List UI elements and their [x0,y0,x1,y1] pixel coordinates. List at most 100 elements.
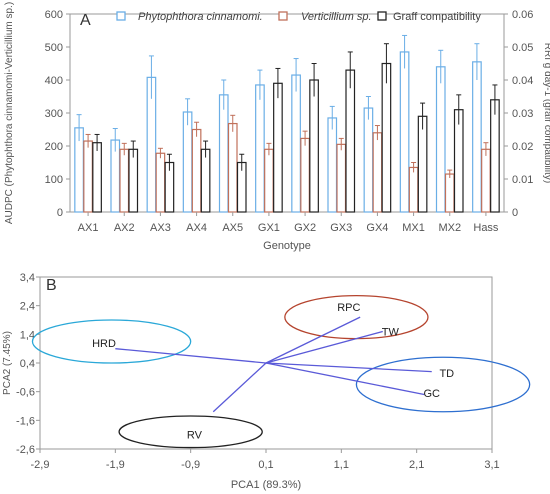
left-tick-label: 100 [45,174,63,186]
bar [399,51,410,213]
panel-a-bars [74,34,500,213]
group-ellipse [355,356,531,413]
x-tick-label: AX2 [114,222,135,234]
left-tick-label: 0 [57,207,63,219]
bar [191,128,202,213]
y-tick-label: -2,6 [16,444,35,456]
bar [255,84,265,213]
x-tick-label: Hass [473,222,499,234]
loading-vector [212,362,267,413]
right-tick-label: 0.05 [512,42,533,54]
y-tick-label: -0,6 [16,387,35,399]
x-tick-label: GX3 [330,222,352,234]
x-tick-label: GX1 [258,222,280,234]
legend-swatch-phytophthora [116,11,126,21]
panel-b-labels: RPC TW TD GC HRD RV [92,302,454,442]
bar [472,61,482,213]
bar [200,148,211,213]
bar [435,66,446,213]
x-tick-label: 2,1 [409,459,424,471]
bar [92,142,102,213]
loading-vector [265,362,425,396]
bar [218,94,229,213]
bar [381,62,392,213]
legend-label-phytophthora: Phytophthora cinnamomi. [138,11,263,23]
bar [227,122,238,213]
panel-a-legend: Phytophthora cinnamomi. Verticillium sp.… [116,11,481,23]
bar [345,69,356,213]
panel-a-right-axis-title: RRI g day-1 (graff compatibility) [542,43,550,183]
bar [128,148,139,213]
x-tick-label: GX2 [294,222,316,234]
x-tick-label: AX3 [150,222,171,234]
panel-a-right-axis: 0 0.01 0.02 0.03 0.04 0.05 0.06 [504,9,533,219]
bar [300,137,310,213]
group-ellipse [118,415,263,449]
bar [444,173,455,213]
bar [481,148,491,213]
panel-a-x-axis-title: Genotype [263,240,311,252]
right-tick-label: 0.02 [512,141,533,153]
variable-label: TW [382,326,400,338]
right-tick-label: 0.06 [512,9,533,21]
bar [363,107,374,213]
group-ellipse [31,319,192,364]
y-tick-label: 2,4 [20,301,35,313]
panel-b: B 3,4 2,4 1,4 0,4 -0,6 -1,6 -2,6 -2,9 -1,9 -0,9 0… [2,272,531,491]
bar [155,152,166,213]
x-tick-label: -0,9 [181,459,200,471]
x-tick-label: AX5 [222,222,243,234]
loading-vector [115,348,267,364]
panel-a-left-axis-title: AUDPC (Phytophthora cinnamomi-Verticilli… [4,2,15,224]
bar [309,79,319,213]
panel-a-label: A [80,12,91,29]
variable-label: HRD [92,338,116,350]
bar [408,166,419,213]
x-tick-label: -1,9 [106,459,125,471]
loading-vector [265,362,432,373]
bar [119,148,130,213]
variable-label: TD [439,368,454,380]
right-tick-label: 0 [512,207,518,219]
y-tick-label: 3,4 [20,272,35,284]
y-tick-label: 0,4 [20,358,35,370]
bar [372,132,383,213]
bar [264,148,274,213]
panel-b-y-axis-title: PCA2 (7.45%) [2,331,13,395]
left-tick-label: 200 [45,141,63,153]
x-tick-label: 0,1 [258,459,273,471]
right-tick-label: 0.01 [512,174,533,186]
panel-b-groups [31,294,531,449]
panel-b-x-axis: -2,9 -1,9 -0,9 0,1 1,1 2,1 3,1 [31,449,500,471]
right-tick-label: 0.03 [512,108,533,120]
x-tick-label: 3,1 [484,459,499,471]
legend-swatch-graff [377,11,387,21]
bar [453,109,464,213]
bar [327,117,338,213]
legend-swatch-verticillium [278,11,288,21]
loading-vector [265,316,361,364]
panel-b-vectors [115,316,432,413]
panel-a-x-axis: AX1 AX2 AX3 AX4 AX5 GX1 GX2 GX3 GX4 MX1 MX2 Hass [78,212,499,234]
panel-a-left-axis: 0 100 200 300 400 500 600 [45,9,70,219]
left-tick-label: 300 [45,108,63,120]
bar [490,99,500,213]
left-tick-label: 400 [45,75,63,87]
bar [83,140,93,213]
bar [291,74,301,213]
bar [273,82,283,213]
y-tick-label: -1,6 [16,415,35,427]
legend-label-verticillium: Verticillium sp. [301,11,372,23]
panel-b-label: B [46,277,57,294]
x-tick-label: MX2 [438,222,461,234]
x-tick-label: 1,1 [334,459,349,471]
left-tick-label: 500 [45,42,63,54]
variable-label: GC [423,388,440,400]
x-tick-label: GX4 [366,222,388,234]
variable-label: RV [187,430,203,442]
bar [336,143,347,213]
panel-b-y-axis: 3,4 2,4 1,4 0,4 -0,6 -1,6 -2,6 [16,272,40,456]
bar [417,115,428,213]
